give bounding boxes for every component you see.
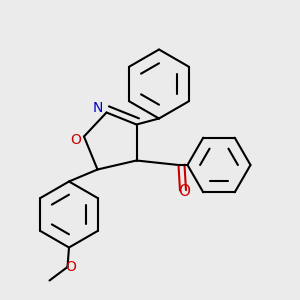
Text: O: O (65, 260, 76, 274)
Text: N: N (92, 101, 103, 115)
Text: O: O (70, 133, 81, 146)
Text: O: O (178, 184, 190, 200)
